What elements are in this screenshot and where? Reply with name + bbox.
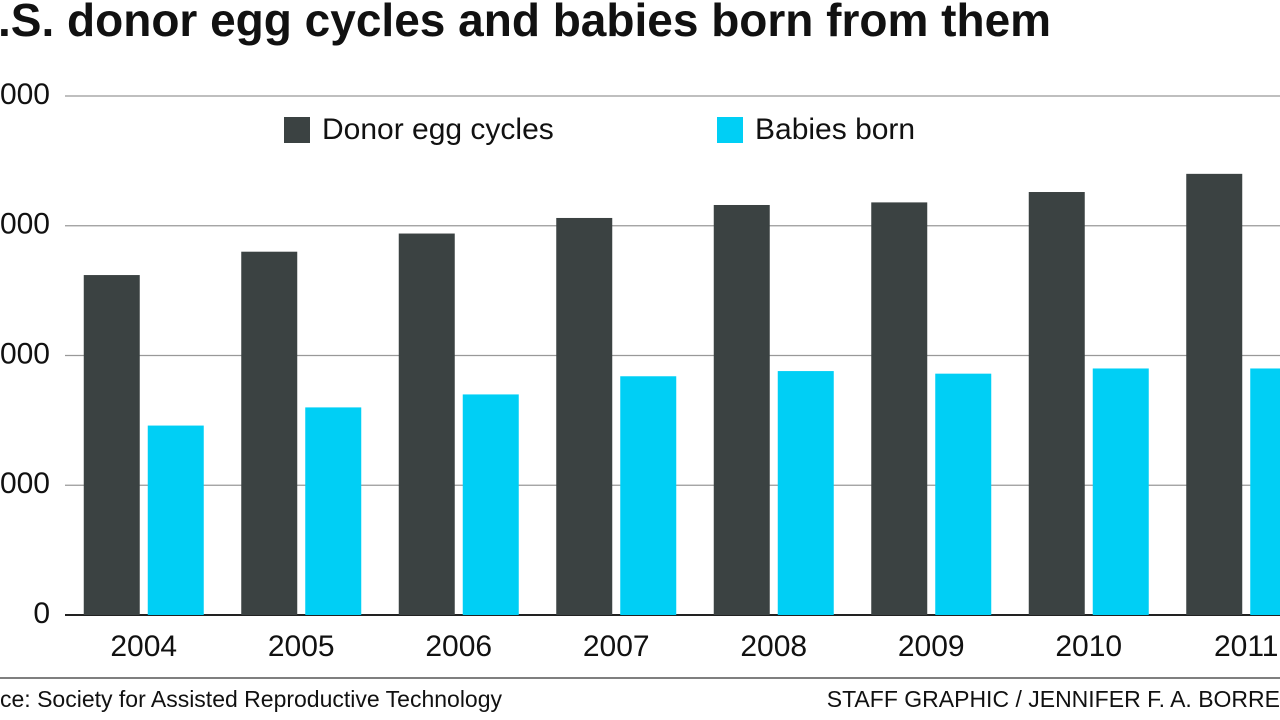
y-tick-label: 000 (0, 337, 50, 370)
bar (83, 275, 140, 615)
x-tick-label: 2006 (425, 630, 492, 663)
x-tick-label: 2007 (583, 630, 650, 663)
bar (935, 373, 992, 615)
legend-label: Donor egg cycles (322, 113, 554, 146)
chart-title: .S. donor egg cycles and babies born fro… (0, 0, 1051, 46)
bar (620, 376, 677, 615)
bar (777, 371, 834, 615)
x-tick-label: 2004 (110, 630, 177, 663)
bar (556, 217, 613, 615)
bar (1092, 368, 1149, 615)
y-tick-label: 000 (0, 78, 50, 111)
y-tick-label: 000 (0, 208, 50, 241)
x-tick-label: 2005 (268, 630, 335, 663)
bar (462, 394, 519, 615)
bar (871, 202, 928, 615)
bar (305, 407, 362, 615)
x-tick-label: 2008 (740, 630, 807, 663)
y-tick-label: 0 (33, 597, 50, 630)
bar (1186, 173, 1243, 615)
legend-swatch (284, 117, 310, 143)
bar (398, 233, 455, 615)
bar (1028, 192, 1085, 615)
y-tick-label: 000 (0, 467, 50, 500)
bar (1250, 368, 1280, 615)
legend-label: Babies born (755, 113, 915, 146)
legend-swatch (717, 117, 743, 143)
x-tick-label: 2009 (898, 630, 965, 663)
x-tick-label: 2010 (1055, 630, 1122, 663)
credit: STAFF GRAPHIC / JENNIFER F. A. BORRE (827, 686, 1280, 712)
bar (713, 204, 770, 616)
source: ce: Society for Assisted Reproductive Te… (0, 686, 503, 712)
x-tick-label: 2011 (1214, 630, 1279, 663)
bar (147, 425, 204, 615)
bar (241, 251, 298, 615)
